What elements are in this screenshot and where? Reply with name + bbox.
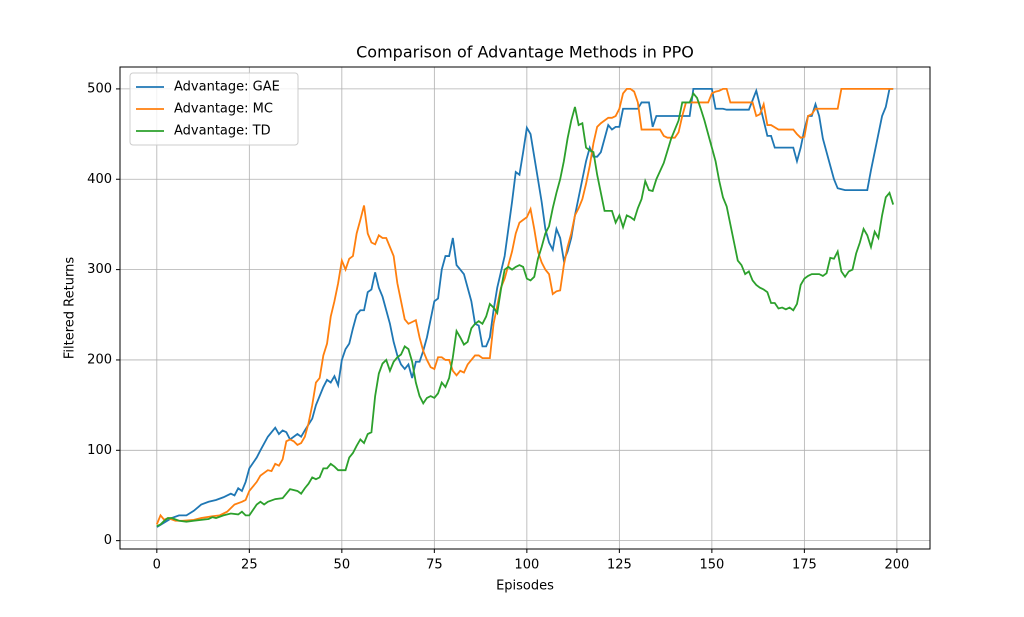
plot-frame xyxy=(119,66,931,550)
legend-label: Advantage: GAE xyxy=(174,80,280,95)
y-tick-label: 300 xyxy=(87,262,112,277)
x-tick-label: 200 xyxy=(884,558,909,573)
legend-box xyxy=(129,72,299,146)
x-tick-label: 50 xyxy=(334,558,351,573)
series-line xyxy=(156,91,895,527)
chart-title: Comparison of Advantage Methods in PPO xyxy=(356,43,694,62)
y-axis-label: Filtered Returns xyxy=(63,257,78,359)
x-tick-label: 125 xyxy=(607,558,632,573)
x-tick-label: 25 xyxy=(241,558,258,573)
y-tick-label: 200 xyxy=(87,352,112,367)
x-tick-label: 175 xyxy=(792,558,817,573)
series-line xyxy=(155,88,894,525)
legend-label: Advantage: MC xyxy=(174,102,273,117)
y-tick-label: 500 xyxy=(87,81,112,96)
x-tick-label: 100 xyxy=(514,558,539,573)
x-tick-label: 75 xyxy=(426,558,443,573)
y-tick-label: 400 xyxy=(87,172,112,187)
x-tick-label: 150 xyxy=(699,558,724,573)
y-tick-label: 0 xyxy=(104,533,112,548)
x-axis-label: Episodes xyxy=(496,579,554,594)
legend-label: Advantage: TD xyxy=(174,124,271,139)
y-tick-label: 100 xyxy=(87,443,112,458)
x-tick-label: 0 xyxy=(153,558,161,573)
series-line xyxy=(156,87,894,528)
